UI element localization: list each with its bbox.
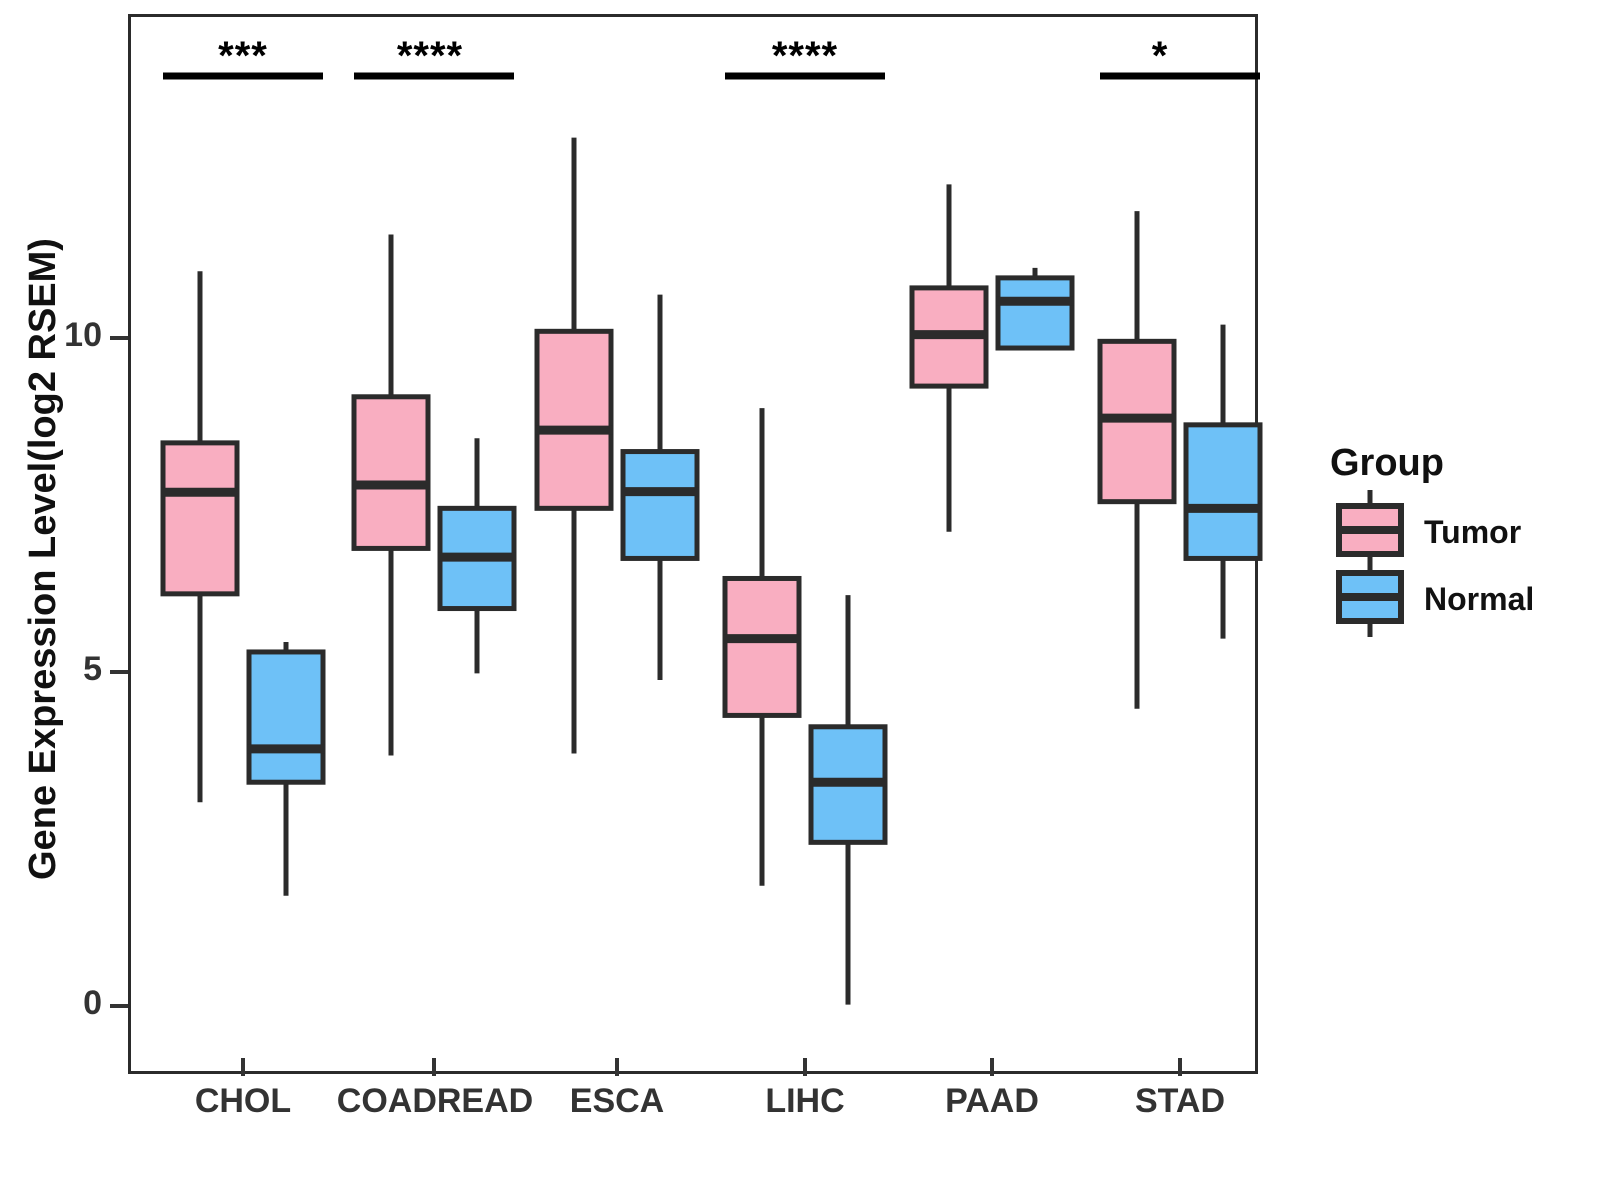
box-rect: [995, 275, 1075, 351]
box-group-tumor-stad: [1097, 211, 1177, 709]
box-group-normal-lihc: [808, 595, 888, 1005]
axis-ticks: [110, 336, 1182, 1076]
x-tick-label-paad: PAAD: [945, 1082, 1039, 1120]
significance-label-lihc: ****: [771, 34, 839, 78]
significance-label-chol: ***: [218, 34, 268, 78]
legend-keys: [1336, 490, 1404, 637]
box-rect: [534, 328, 614, 511]
y-tick-label-5: 5: [83, 650, 102, 688]
box-group-normal-chol: [246, 641, 326, 896]
x-tick-label-coadread: COADREAD: [336, 1082, 534, 1120]
box-rect: [160, 440, 240, 597]
x-tick-label-stad: STAD: [1134, 1082, 1226, 1120]
x-tick-label-esca: ESCA: [569, 1082, 665, 1120]
y-tick-label-10: 10: [64, 316, 102, 354]
x-tick-label-chol: CHOL: [194, 1082, 292, 1120]
box-group-tumor-lihc: [722, 408, 802, 886]
box-group-normal-paad: [995, 267, 1075, 351]
legend-label-tumor: Tumor: [1424, 514, 1522, 550]
box-rect: [246, 649, 326, 785]
significance-label-coadread: ****: [396, 34, 464, 78]
legend-label-normal: Normal: [1424, 581, 1535, 617]
box-rect: [620, 449, 700, 561]
box-group-tumor-chol: [160, 271, 240, 803]
y-tick-label-0: 0: [83, 984, 102, 1022]
significance-label-stad: *: [1151, 34, 1169, 78]
legend-key-normal[interactable]: [1336, 557, 1404, 637]
box-rect: [351, 394, 431, 551]
box-layer: [160, 137, 1263, 1005]
box-group-tumor-paad: [909, 184, 989, 532]
legend-key-tumor[interactable]: [1336, 490, 1404, 570]
x-tick-label-lihc: LIHC: [765, 1082, 845, 1120]
box-rect: [1183, 422, 1263, 561]
box-group-tumor-esca: [534, 137, 614, 754]
box-group-normal-coadread: [437, 438, 517, 674]
legend-title: Group: [1330, 442, 1444, 484]
box-group-normal-stad: [1183, 324, 1263, 639]
box-group-normal-esca: [620, 294, 700, 681]
box-group-tumor-coadread: [351, 234, 431, 756]
box-rect: [722, 575, 802, 718]
